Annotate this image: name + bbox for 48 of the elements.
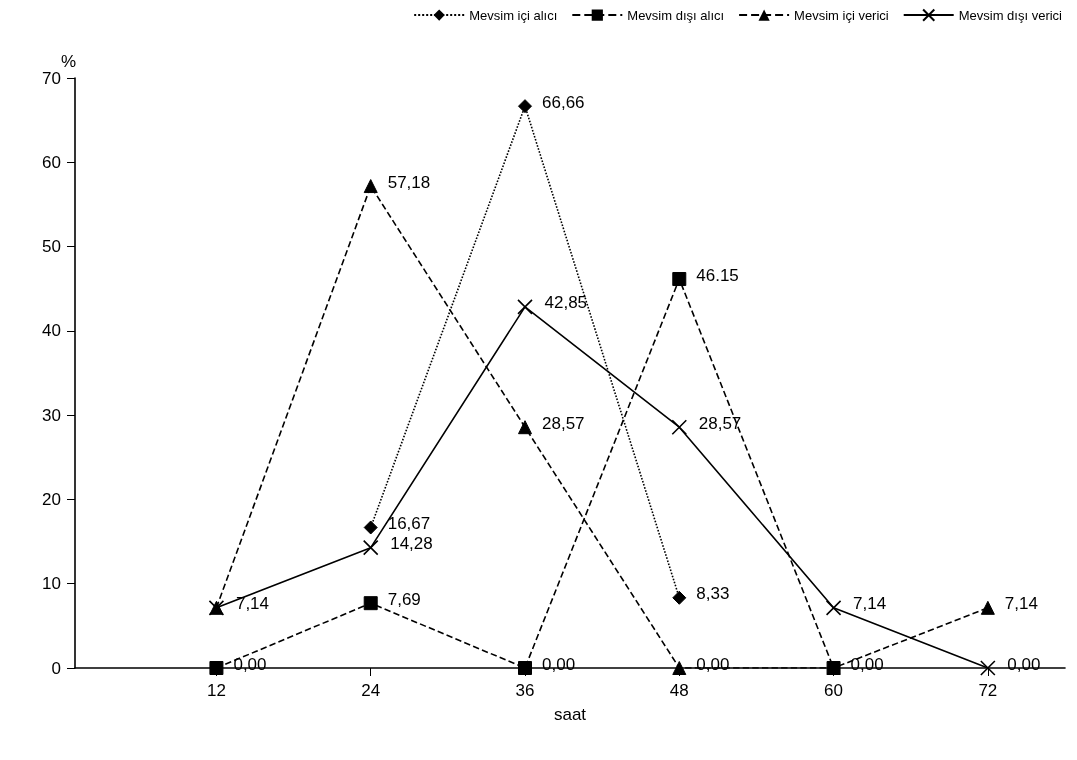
point xyxy=(980,600,995,615)
point xyxy=(672,661,687,675)
data-label: 57,18 xyxy=(387,172,431,192)
point xyxy=(825,600,842,616)
legend-label: Mevsim içi alıcı xyxy=(469,7,558,23)
x-tick-label: 48 xyxy=(669,681,689,700)
x-axis-title: saat xyxy=(553,705,587,724)
y-tick-label: 40 xyxy=(42,321,61,341)
x-tick-label: 24 xyxy=(361,681,381,700)
x-tick-label: 72 xyxy=(978,681,998,700)
point xyxy=(518,661,532,675)
point xyxy=(363,520,378,535)
data-label: 46.15 xyxy=(696,265,739,285)
y-tick-label: 10 xyxy=(42,574,61,594)
data-label: 7,14 xyxy=(1004,594,1038,614)
legend-label: Mevsim dışı verici xyxy=(958,7,1063,23)
data-label: 7,14 xyxy=(235,594,270,614)
data-label: 7,69 xyxy=(387,589,421,609)
y-tick-label: 50 xyxy=(42,237,61,257)
point xyxy=(517,299,533,315)
legend-label: Mevsim dışı alıcı xyxy=(627,7,725,23)
data-label: 14,28 xyxy=(390,534,433,554)
data-label: 66,66 xyxy=(542,92,585,112)
data-label: 28,57 xyxy=(542,413,585,433)
data-label: 28,57 xyxy=(698,413,742,433)
data-label: 8,33 xyxy=(696,584,730,604)
data-label: 7,14 xyxy=(853,594,887,614)
y-tick-label: 70 xyxy=(42,68,61,88)
point xyxy=(518,99,532,114)
point xyxy=(672,590,687,605)
point xyxy=(672,272,687,287)
legend-label: Mevsim içi verici xyxy=(794,7,889,23)
x-tick-label: 60 xyxy=(824,681,844,700)
y-tick-label: 30 xyxy=(42,405,61,425)
point xyxy=(518,420,532,435)
point xyxy=(362,539,379,556)
y-tick-label: 60 xyxy=(42,152,61,172)
y-tick-label: 20 xyxy=(42,489,61,509)
y-tick-label: 0 xyxy=(51,658,61,678)
y-axis-title: % xyxy=(61,51,77,71)
data-label: 42,85 xyxy=(544,293,588,313)
x-tick-label: 36 xyxy=(515,681,535,700)
point xyxy=(363,596,378,611)
point xyxy=(671,419,688,435)
x-tick-label: 12 xyxy=(206,681,226,700)
point xyxy=(209,661,224,675)
point xyxy=(363,179,378,194)
data-label: 16,67 xyxy=(387,514,431,533)
